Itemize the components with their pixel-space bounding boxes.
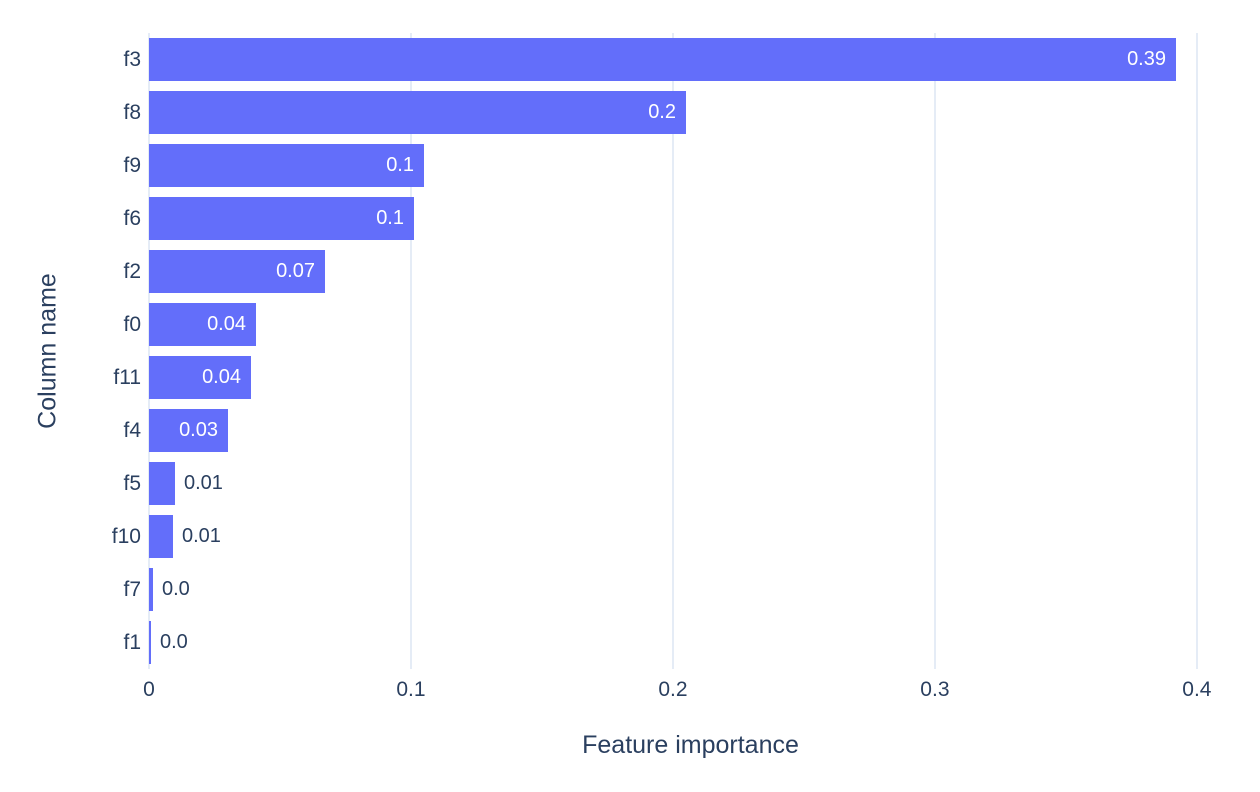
bar-row: 0.07 — [149, 245, 1232, 298]
bar-row: 0.04 — [149, 298, 1232, 351]
bar-row: 0.01 — [149, 457, 1232, 510]
plot-area: 0.39 0.2 0.1 0.1 0.07 0.04 0.04 0.03 0.01 0.01 0.0… — [148, 33, 1232, 669]
bar-row: 0.1 — [149, 139, 1232, 192]
value-label: 0.01 — [184, 472, 223, 494]
x-gridline — [933, 33, 936, 669]
y-category-label: f1 — [123, 630, 141, 654]
value-label: 0.04 — [207, 313, 246, 335]
x-gridline — [409, 33, 412, 669]
value-label: 0.04 — [202, 366, 241, 388]
value-label: 0.1 — [386, 154, 414, 176]
x-tick-label: 0.4 — [1182, 678, 1212, 701]
value-label: 0.03 — [179, 419, 218, 441]
x-zeroline — [148, 33, 150, 669]
y-category-label: f4 — [123, 418, 141, 442]
bar-row: 0.1 — [149, 192, 1232, 245]
bar — [149, 197, 414, 240]
value-label: 0.1 — [376, 207, 404, 229]
y-category-label: f0 — [123, 312, 141, 336]
bar-row: 0.0 — [149, 616, 1232, 669]
x-gridline — [671, 33, 674, 669]
value-label: 0.07 — [276, 260, 315, 282]
x-tick-label: 0.1 — [396, 678, 426, 701]
value-label: 0.01 — [182, 525, 221, 547]
bar — [149, 38, 1176, 81]
value-label: 0.2 — [648, 101, 676, 123]
x-gridline — [1195, 33, 1198, 669]
y-category-label: f7 — [123, 577, 141, 601]
value-label: 0.0 — [160, 631, 188, 653]
bar — [149, 515, 173, 558]
y-axis-title: Column name — [33, 273, 62, 429]
x-tick-label: 0.2 — [658, 678, 688, 701]
bar — [149, 621, 151, 664]
y-category-label: f9 — [123, 153, 141, 177]
value-label: 0.0 — [162, 578, 190, 600]
bar — [149, 568, 153, 611]
bar-row: 0.04 — [149, 351, 1232, 404]
bar — [149, 303, 256, 346]
bar — [149, 144, 424, 187]
bar — [149, 409, 228, 452]
value-label: 0.39 — [1127, 48, 1166, 70]
y-category-label: f2 — [123, 259, 141, 283]
y-category-label: f11 — [113, 365, 141, 389]
y-category-label: f8 — [123, 100, 141, 124]
x-tick-label: 0 — [143, 678, 155, 701]
bar-row: 0.2 — [149, 86, 1232, 139]
bar-row: 0.0 — [149, 563, 1232, 616]
x-tick-label: 0.3 — [920, 678, 950, 701]
bar-row: 0.01 — [149, 510, 1232, 563]
bar — [149, 462, 175, 505]
x-axis-title: Feature importance — [582, 731, 799, 759]
bar — [149, 356, 251, 399]
bar-row: 0.39 — [149, 33, 1232, 86]
y-category-label: f3 — [123, 47, 141, 71]
bar-row: 0.03 — [149, 404, 1232, 457]
y-category-label: f10 — [111, 524, 141, 548]
bar — [149, 250, 325, 293]
y-category-label: f6 — [123, 206, 141, 230]
bar — [149, 91, 686, 134]
y-category-label: f5 — [123, 471, 141, 495]
